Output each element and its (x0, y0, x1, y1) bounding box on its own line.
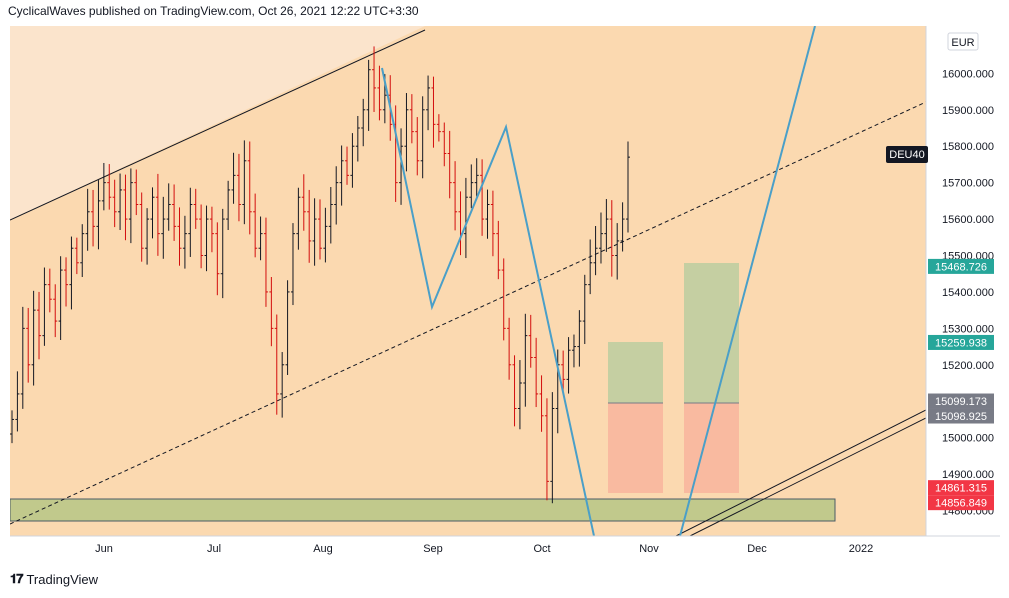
y-tick-label: 14900.000 (942, 469, 994, 481)
y-tick-label: 15600.000 (942, 214, 994, 226)
candles-group (10, 46, 630, 504)
x-tick-label: Dec (747, 543, 767, 555)
channel-upper-line[interactable] (10, 29, 426, 221)
x-tick-label: Jul (207, 543, 221, 555)
price-label-box (928, 393, 994, 409)
target-zone-right (684, 263, 739, 403)
y-tick-label: 16000.000 (942, 68, 994, 80)
stop-zone-left (608, 403, 663, 493)
price-label-text: 15098.925 (935, 411, 987, 423)
x-tick-label: Jun (95, 543, 113, 555)
symbol-tag (886, 146, 928, 163)
price-label-text: 15468.726 (935, 261, 987, 273)
symbol-tag-text: DEU40 (889, 149, 924, 161)
price-labels: 15468.726 15259.938 15099.173 15098.925 1486… (928, 258, 994, 511)
price-label-box (928, 495, 994, 511)
projection-line[interactable] (679, 26, 816, 536)
price-label-box (928, 258, 994, 274)
y-tick-label: 15400.000 (942, 287, 994, 299)
footer: 𝟏𝟕 TradingView (10, 571, 98, 587)
y-tick-label: 15300.000 (942, 323, 994, 335)
x-axis[interactable]: Jun Jul Aug Sep Oct Nov Dec 2022 (95, 543, 873, 555)
y-tick-label: 15900.000 (942, 105, 994, 117)
x-tick-label: Nov (639, 543, 659, 555)
x-tick-label: Aug (313, 543, 333, 555)
wave-path[interactable] (381, 67, 595, 536)
price-label-text: 14861.315 (935, 483, 987, 495)
x-tick-label: Sep (423, 543, 443, 555)
x-tick-label: 2022 (849, 543, 873, 555)
tradingview-logo-icon[interactable]: 𝟏𝟕 (10, 571, 24, 586)
y-axis[interactable]: 16000.000 15900.000 15800.000 15700.000 1560… (942, 68, 994, 517)
y-tick-label: 15000.000 (942, 433, 994, 445)
lower-channel-line-1[interactable] (675, 409, 926, 536)
channel-above-shade (10, 26, 425, 220)
footer-brand[interactable]: TradingView (26, 571, 99, 587)
y-tick-label: 15700.000 (942, 178, 994, 190)
price-label-text: 15259.938 (935, 337, 987, 349)
lower-channel-line-2[interactable] (689, 417, 926, 536)
x-tick-label: Oct (533, 543, 550, 555)
price-label-text: 15099.173 (935, 396, 987, 408)
target-zone-left (608, 342, 663, 403)
price-label-text: 14856.849 (935, 498, 987, 510)
y-tick-label: 15800.000 (942, 141, 994, 153)
support-zone (10, 498, 836, 522)
channel-mid-dashed-line[interactable] (10, 101, 926, 525)
price-label-box (928, 334, 994, 350)
publish-header: CyclicalWaves published on TradingView.c… (8, 4, 419, 18)
currency-badge[interactable] (947, 32, 979, 51)
currency-label: EUR (951, 37, 974, 49)
y-tick-label: 15200.000 (942, 360, 994, 372)
price-label-box (928, 480, 994, 496)
price-label-box (928, 408, 994, 424)
